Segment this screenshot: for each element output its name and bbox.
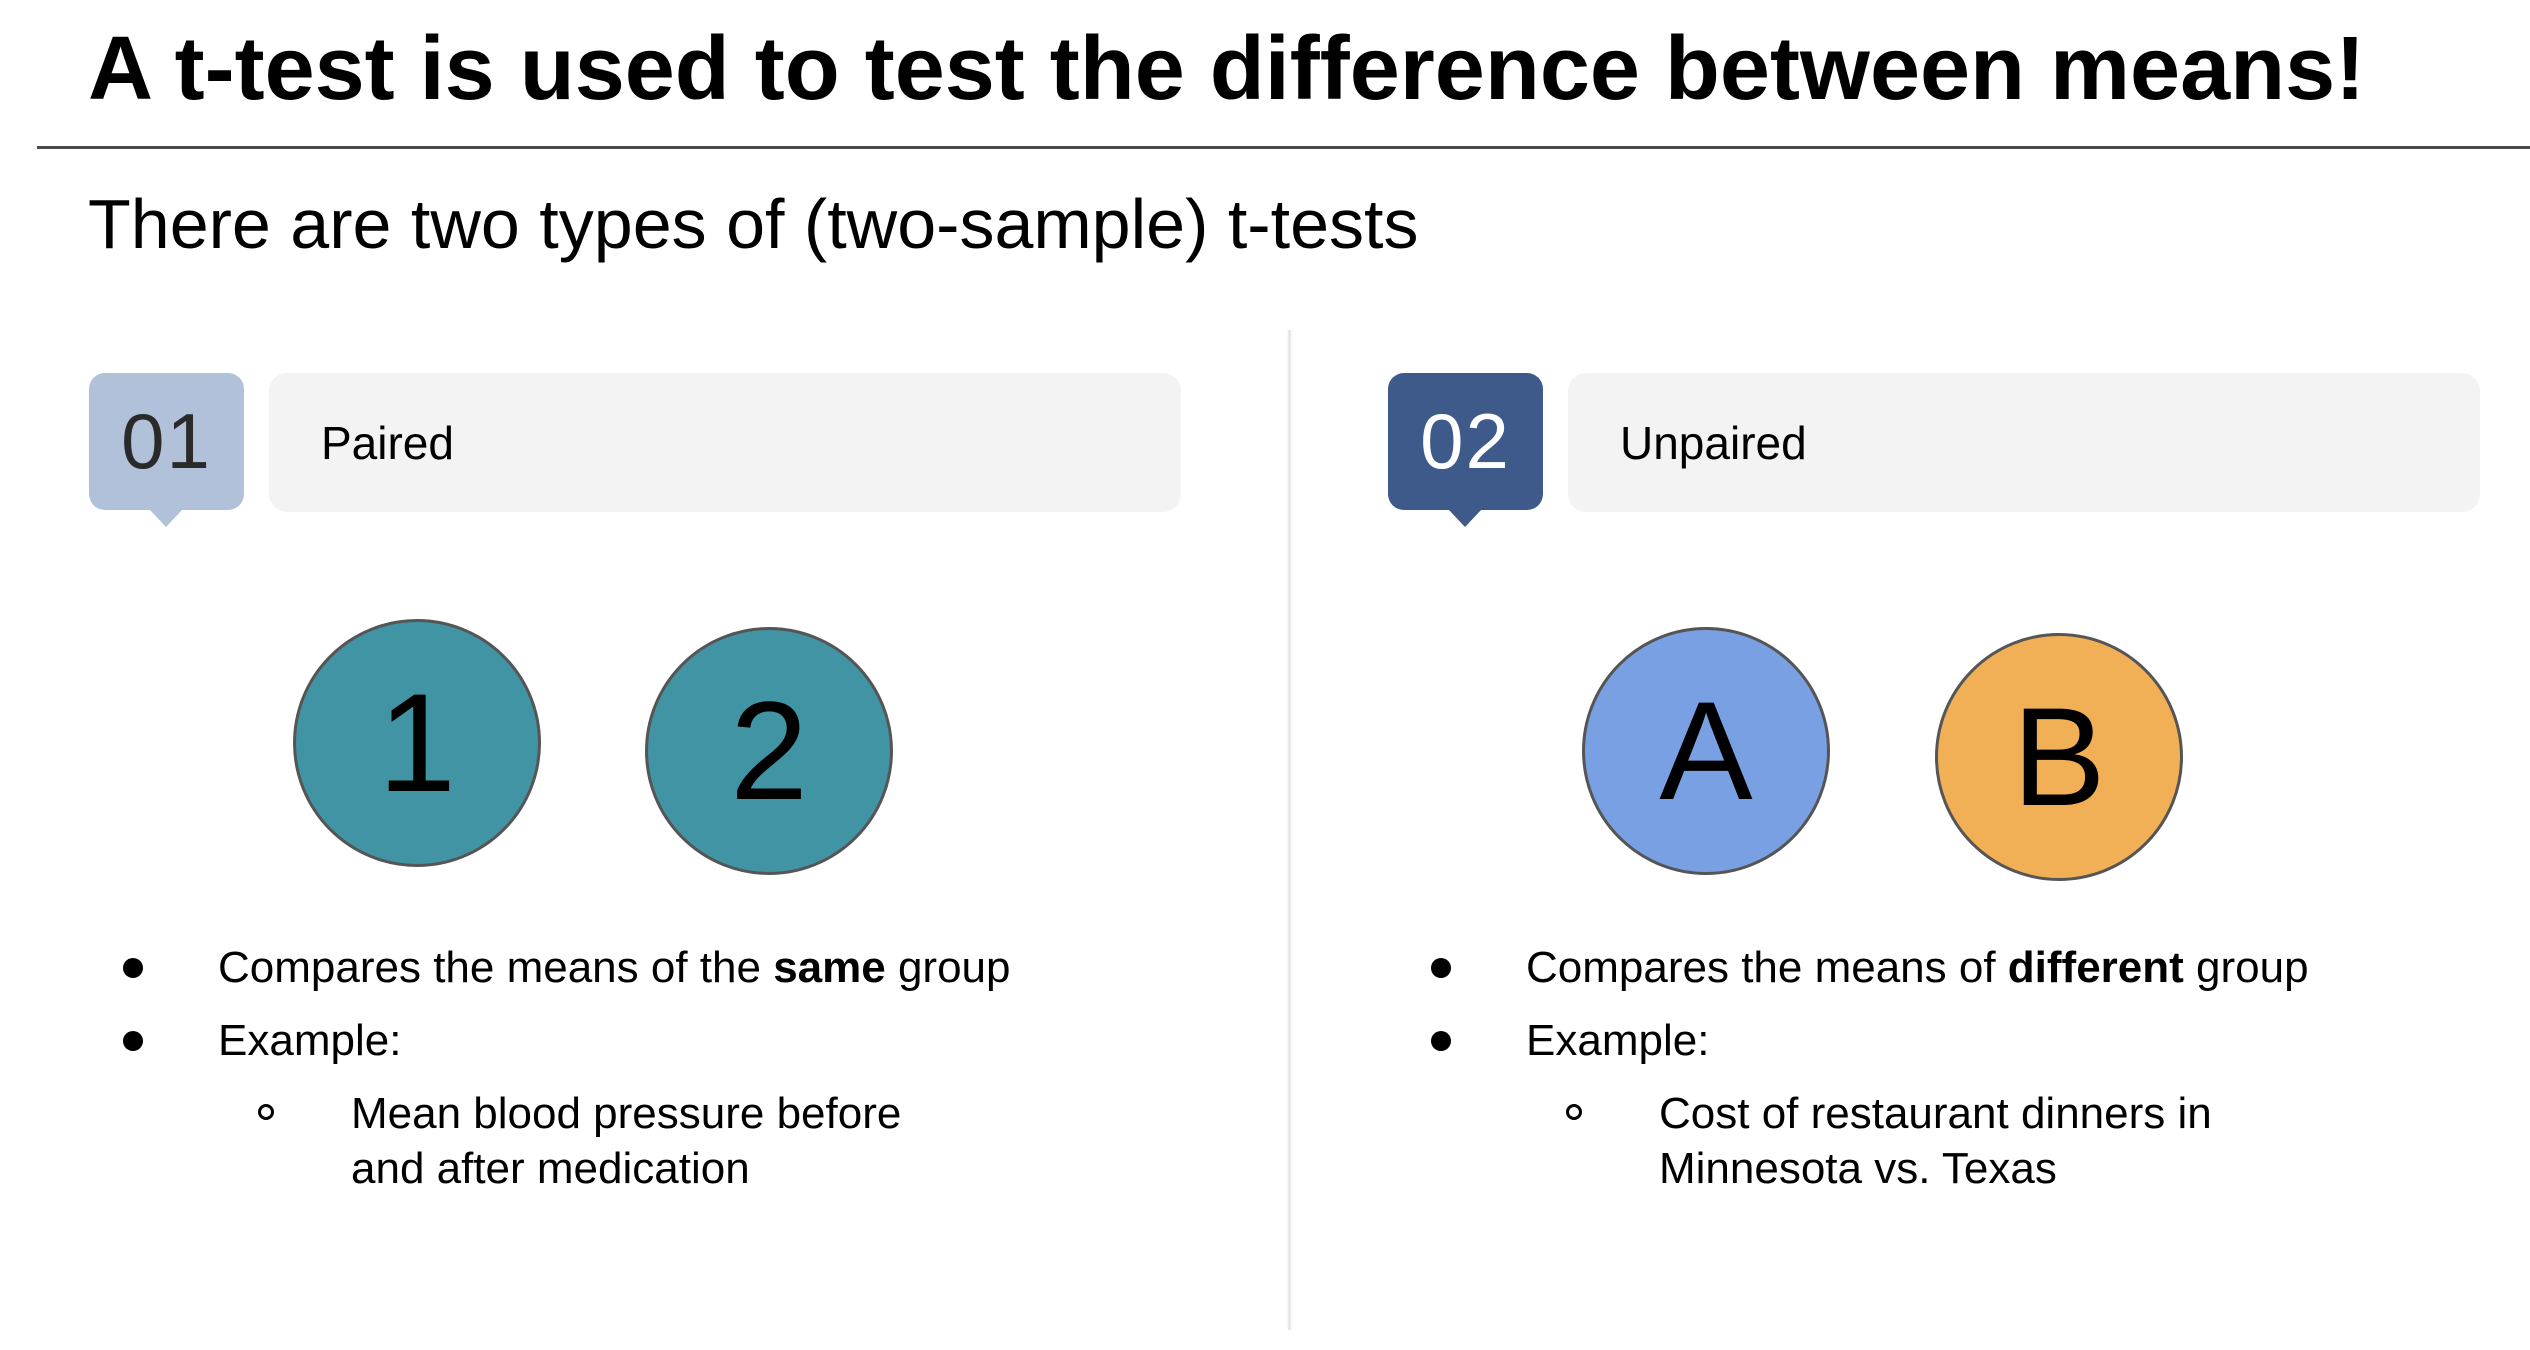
circle-2: 2 — [645, 627, 893, 875]
bullet-text-pre: Compares the means of — [1526, 943, 2008, 992]
number-badge-01: 01 — [89, 373, 244, 527]
circle-1: 1 — [293, 619, 541, 867]
column-divider — [1287, 330, 1293, 1330]
label-unpaired: Unpaired — [1620, 416, 1807, 469]
number-badge-01-text: 01 — [121, 397, 212, 485]
bullet-list-paired: Compares the means of the same group Exa… — [120, 940, 1220, 1196]
bullet-list-unpaired: Compares the means of different group Ex… — [1428, 940, 2508, 1196]
circle-b-label: B — [2012, 678, 2106, 835]
bullet-text: Example: — [1526, 1016, 1710, 1065]
bullet-text: Example: — [218, 1016, 402, 1065]
bullet-text-bold: same — [773, 943, 886, 992]
title-divider — [37, 146, 2530, 149]
slide-subtitle: There are two types of (two-sample) t-te… — [88, 185, 1419, 263]
bullet-text-pre: Compares the means of the — [218, 943, 774, 992]
label-bar-paired: Paired — [269, 373, 1181, 512]
circle-a: A — [1582, 627, 1830, 875]
circle-2-label: 2 — [730, 672, 808, 829]
sub-bullet-text: Mean blood pressure before and after med… — [351, 1089, 902, 1193]
badge-pointer-icon — [1448, 509, 1482, 527]
bullet-dot-icon — [123, 1031, 143, 1051]
bullet-ring-icon — [258, 1104, 274, 1120]
bullet-dot-icon — [1431, 958, 1451, 978]
bullet-ring-icon — [1566, 1104, 1582, 1120]
bullet-item: Example: — [1428, 1013, 2508, 1068]
sub-bullet-item: Mean blood pressure before and after med… — [120, 1086, 911, 1196]
sub-bullet-text: Cost of restaurant dinners in Minnesota … — [1659, 1089, 2212, 1193]
slide-title: A t-test is used to test the difference … — [88, 19, 2366, 119]
bullet-text-post: group — [885, 943, 1011, 992]
bullet-item: Compares the means of the same group — [120, 940, 1220, 995]
bullet-dot-icon — [123, 958, 143, 978]
bullet-item: Example: — [120, 1013, 1220, 1068]
label-paired: Paired — [321, 416, 454, 469]
bullet-text-post: group — [2183, 943, 2309, 992]
circle-b: B — [1935, 633, 2183, 881]
bullet-item: Compares the means of different group — [1428, 940, 2508, 995]
label-bar-unpaired: Unpaired — [1568, 373, 2480, 512]
number-badge-02-text: 02 — [1420, 397, 1511, 485]
badge-pointer-icon — [149, 509, 183, 527]
bullet-text-bold: different — [2007, 943, 2184, 992]
number-badge-02: 02 — [1388, 373, 1543, 527]
sub-bullet-item: Cost of restaurant dinners in Minnesota … — [1428, 1086, 2259, 1196]
bullet-dot-icon — [1431, 1031, 1451, 1051]
circle-a-label: A — [1659, 672, 1753, 829]
circle-1-label: 1 — [378, 664, 456, 821]
